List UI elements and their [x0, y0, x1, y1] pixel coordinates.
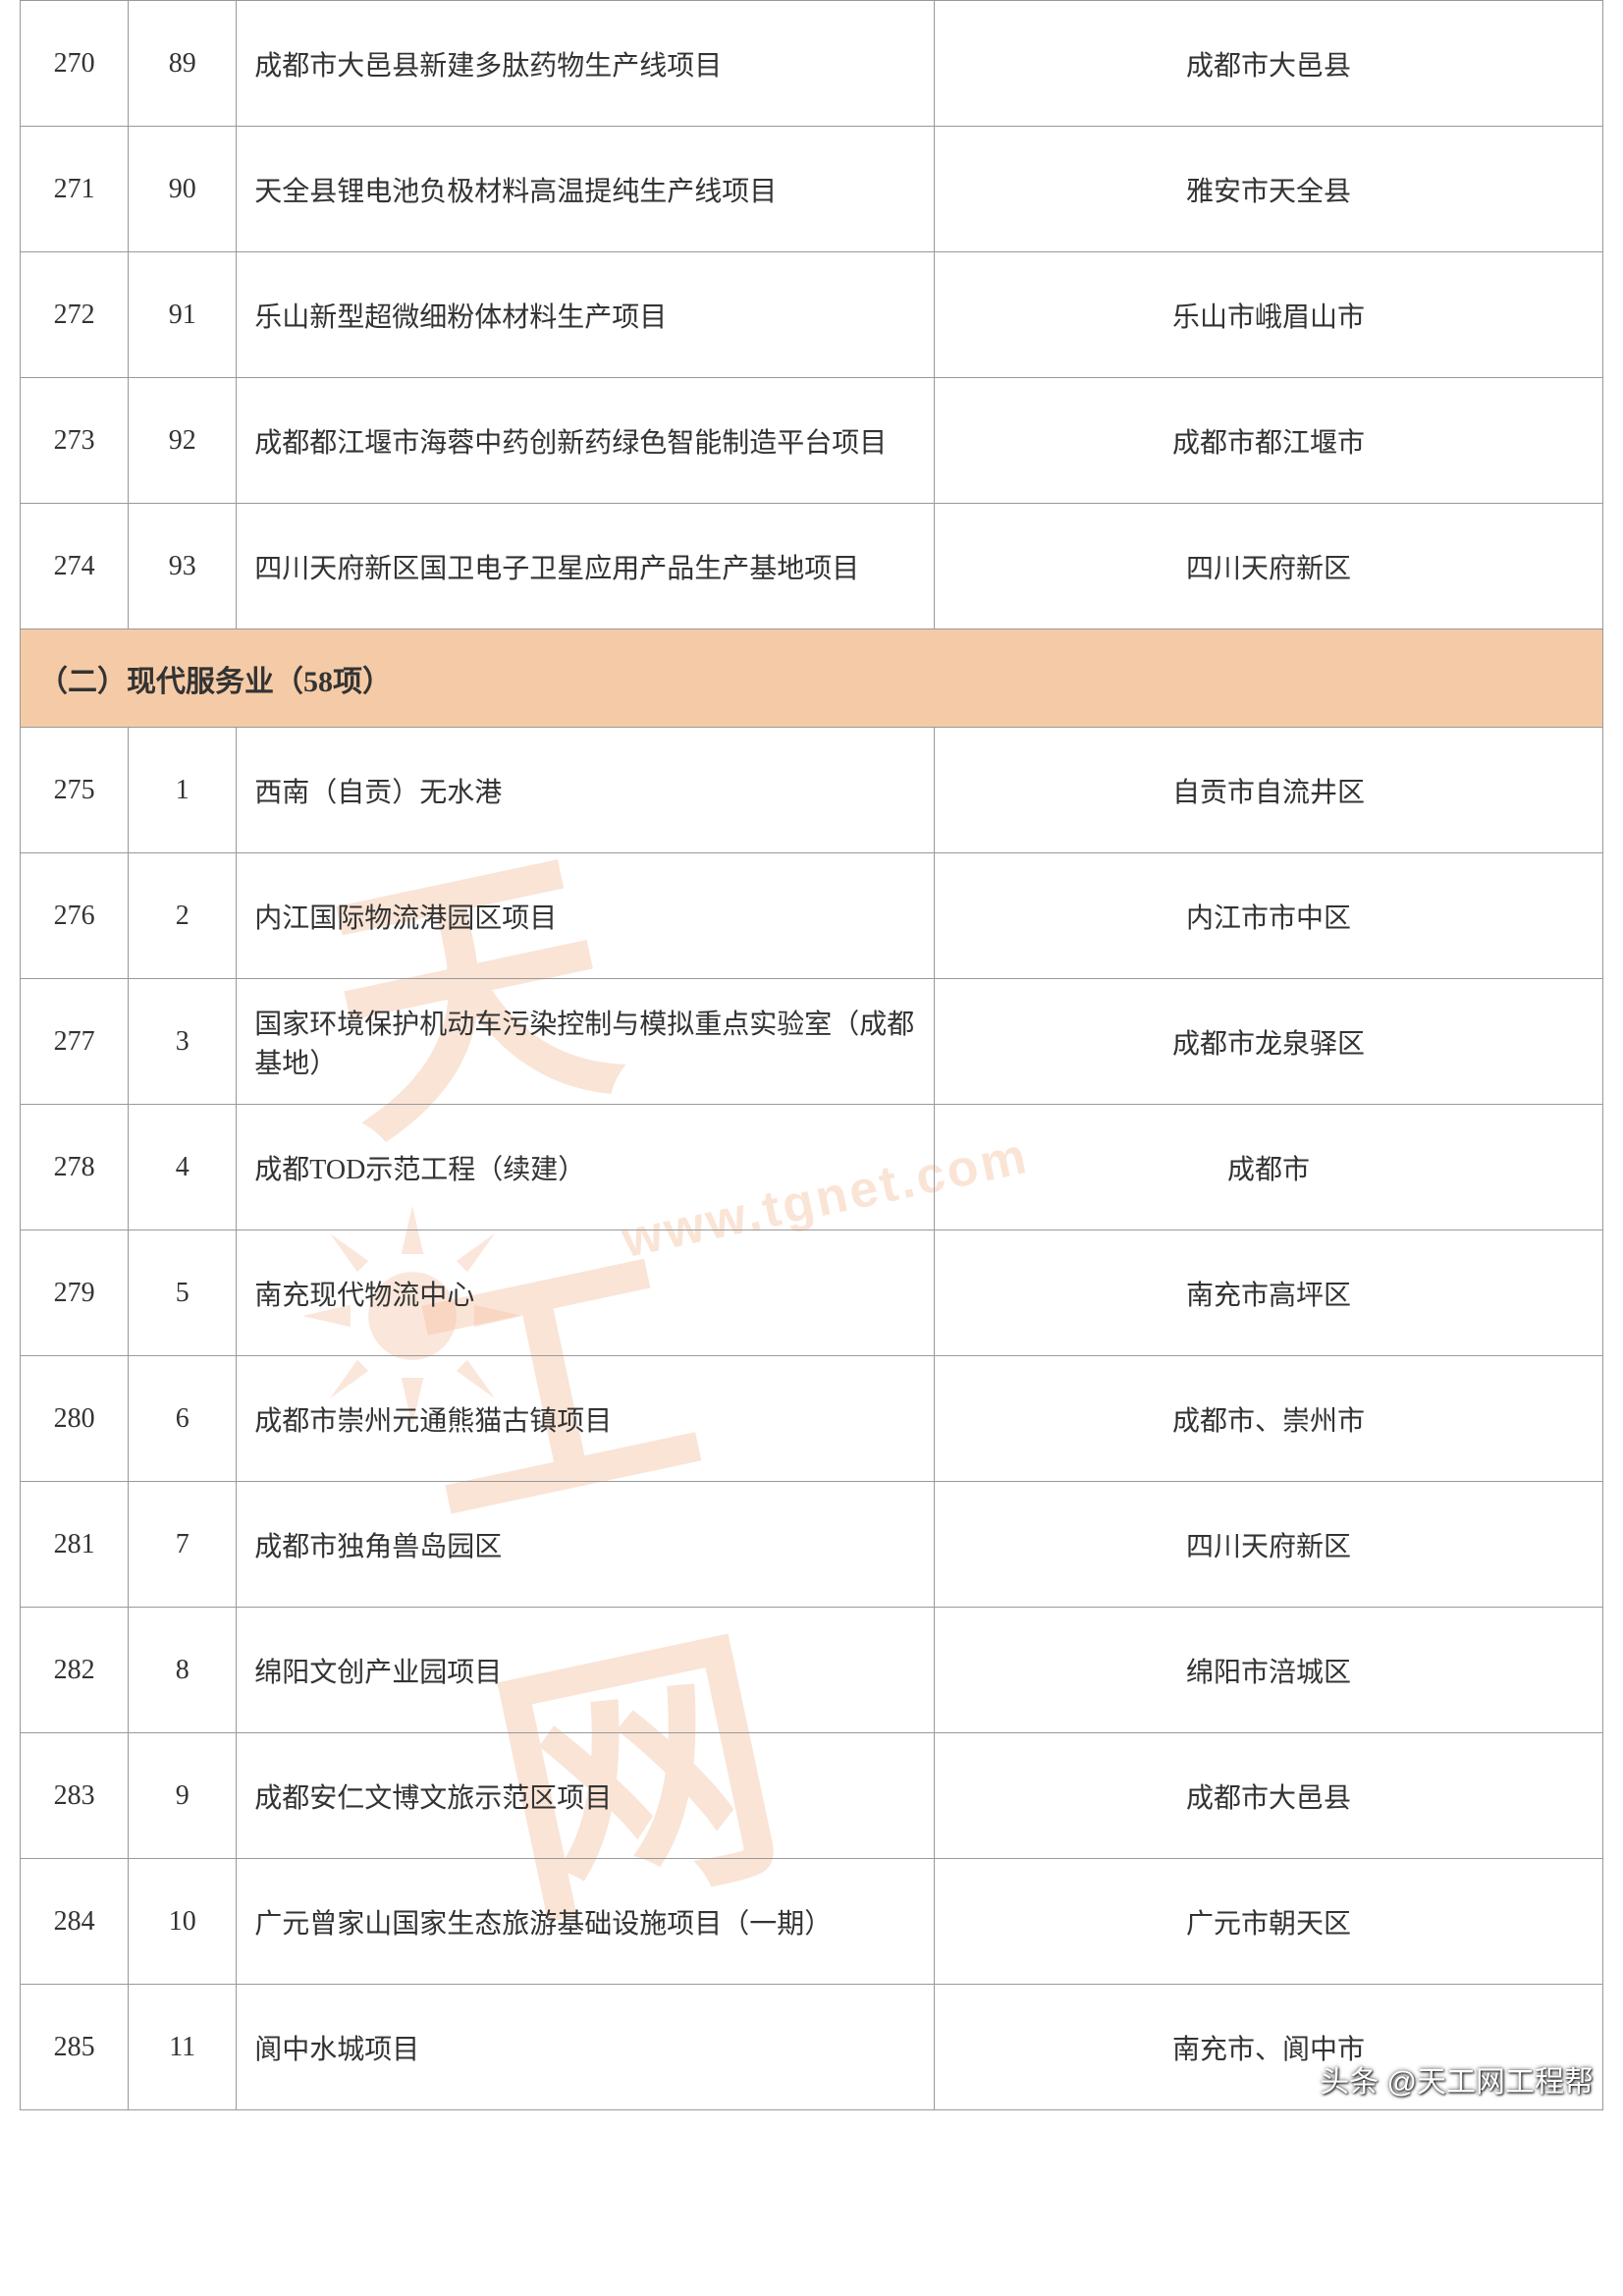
sub-seq-cell: 92: [129, 378, 237, 504]
table-row: 2817成都市独角兽岛园区四川天府新区: [21, 1482, 1603, 1608]
sub-seq-cell: 2: [129, 853, 237, 979]
seq-cell: 280: [21, 1356, 129, 1482]
footer-attribution: 头条 @天工网工程帮: [1320, 2057, 1594, 2101]
project-name-cell: 四川天府新区国卫电子卫星应用产品生产基地项目: [237, 504, 935, 629]
location-cell: 成都市: [935, 1105, 1603, 1230]
seq-cell: 285: [21, 1985, 129, 2110]
table-row: 2784成都TOD示范工程（续建）成都市: [21, 1105, 1603, 1230]
table-row: 2762内江国际物流港园区项目内江市市中区: [21, 853, 1603, 979]
project-name-cell: 成都市崇州元通熊猫古镇项目: [237, 1356, 935, 1482]
section-header: （二）现代服务业（58项）: [21, 629, 1603, 728]
project-name-cell: 乐山新型超微细粉体材料生产项目: [237, 252, 935, 378]
location-cell: 广元市朝天区: [935, 1859, 1603, 1985]
seq-cell: 282: [21, 1608, 129, 1733]
location-cell: 内江市市中区: [935, 853, 1603, 979]
sub-seq-cell: 93: [129, 504, 237, 629]
table-row: 2806成都市崇州元通熊猫古镇项目成都市、崇州市: [21, 1356, 1603, 1482]
sub-seq-cell: 3: [129, 979, 237, 1105]
seq-cell: 279: [21, 1230, 129, 1356]
seq-cell: 275: [21, 728, 129, 853]
location-cell: 四川天府新区: [935, 504, 1603, 629]
table-row: 2839成都安仁文博文旅示范区项目成都市大邑县: [21, 1733, 1603, 1859]
seq-cell: 284: [21, 1859, 129, 1985]
project-name-cell: 广元曾家山国家生态旅游基础设施项目（一期）: [237, 1859, 935, 1985]
project-name-cell: 绵阳文创产业园项目: [237, 1608, 935, 1733]
sub-seq-cell: 5: [129, 1230, 237, 1356]
location-cell: 南充市高坪区: [935, 1230, 1603, 1356]
table-row: 27493四川天府新区国卫电子卫星应用产品生产基地项目四川天府新区: [21, 504, 1603, 629]
project-name-cell: 成都都江堰市海蓉中药创新药绿色智能制造平台项目: [237, 378, 935, 504]
table-row: 27190天全县锂电池负极材料高温提纯生产线项目雅安市天全县: [21, 127, 1603, 252]
project-name-cell: 国家环境保护机动车污染控制与模拟重点实验室（成都基地）: [237, 979, 935, 1105]
sub-seq-cell: 1: [129, 728, 237, 853]
seq-cell: 270: [21, 1, 129, 127]
project-name-cell: 天全县锂电池负极材料高温提纯生产线项目: [237, 127, 935, 252]
table-row: 27392成都都江堰市海蓉中药创新药绿色智能制造平台项目成都市都江堰市: [21, 378, 1603, 504]
table-row: 28410广元曾家山国家生态旅游基础设施项目（一期）广元市朝天区: [21, 1859, 1603, 1985]
table-row: 2773国家环境保护机动车污染控制与模拟重点实验室（成都基地）成都市龙泉驿区: [21, 979, 1603, 1105]
location-cell: 成都市龙泉驿区: [935, 979, 1603, 1105]
location-cell: 成都市都江堰市: [935, 378, 1603, 504]
seq-cell: 274: [21, 504, 129, 629]
seq-cell: 278: [21, 1105, 129, 1230]
location-cell: 自贡市自流井区: [935, 728, 1603, 853]
project-name-cell: 阆中水城项目: [237, 1985, 935, 2110]
location-cell: 绵阳市涪城区: [935, 1608, 1603, 1733]
sub-seq-cell: 6: [129, 1356, 237, 1482]
seq-cell: 277: [21, 979, 129, 1105]
sub-seq-cell: 11: [129, 1985, 237, 2110]
sub-seq-cell: 89: [129, 1, 237, 127]
table-row: 27089成都市大邑县新建多肽药物生产线项目成都市大邑县: [21, 1, 1603, 127]
project-name-cell: 成都TOD示范工程（续建）: [237, 1105, 935, 1230]
table-row: 27291乐山新型超微细粉体材料生产项目乐山市峨眉山市: [21, 252, 1603, 378]
location-cell: 雅安市天全县: [935, 127, 1603, 252]
sub-seq-cell: 10: [129, 1859, 237, 1985]
sub-seq-cell: 91: [129, 252, 237, 378]
project-name-cell: 南充现代物流中心: [237, 1230, 935, 1356]
seq-cell: 281: [21, 1482, 129, 1608]
project-name-cell: 西南（自贡）无水港: [237, 728, 935, 853]
sub-seq-cell: 8: [129, 1608, 237, 1733]
project-name-cell: 成都市独角兽岛园区: [237, 1482, 935, 1608]
seq-cell: 276: [21, 853, 129, 979]
table-row: 2828绵阳文创产业园项目绵阳市涪城区: [21, 1608, 1603, 1733]
location-cell: 成都市、崇州市: [935, 1356, 1603, 1482]
project-name-cell: 成都安仁文博文旅示范区项目: [237, 1733, 935, 1859]
seq-cell: 283: [21, 1733, 129, 1859]
location-cell: 成都市大邑县: [935, 1, 1603, 127]
sub-seq-cell: 9: [129, 1733, 237, 1859]
location-cell: 乐山市峨眉山市: [935, 252, 1603, 378]
sub-seq-cell: 90: [129, 127, 237, 252]
project-table: 27089成都市大邑县新建多肽药物生产线项目成都市大邑县27190天全县锂电池负…: [20, 0, 1603, 2110]
seq-cell: 272: [21, 252, 129, 378]
table-row: 2751西南（自贡）无水港自贡市自流井区: [21, 728, 1603, 853]
project-name-cell: 内江国际物流港园区项目: [237, 853, 935, 979]
table-row: 2795南充现代物流中心南充市高坪区: [21, 1230, 1603, 1356]
sub-seq-cell: 4: [129, 1105, 237, 1230]
project-name-cell: 成都市大邑县新建多肽药物生产线项目: [237, 1, 935, 127]
location-cell: 四川天府新区: [935, 1482, 1603, 1608]
seq-cell: 273: [21, 378, 129, 504]
location-cell: 成都市大邑县: [935, 1733, 1603, 1859]
seq-cell: 271: [21, 127, 129, 252]
sub-seq-cell: 7: [129, 1482, 237, 1608]
